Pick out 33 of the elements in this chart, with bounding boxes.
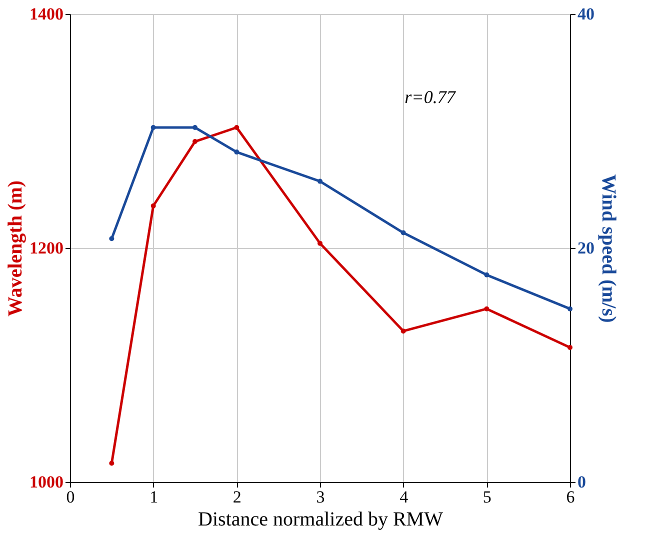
y2-tick-label: 20 bbox=[578, 238, 594, 258]
point bbox=[318, 240, 322, 246]
x-tick-label: 3 bbox=[316, 488, 325, 506]
y-tick-label: 1200 bbox=[30, 238, 64, 258]
y2-tick-label: 40 bbox=[578, 4, 594, 24]
x-tick-label: 4 bbox=[400, 488, 409, 506]
point bbox=[150, 124, 156, 130]
point bbox=[400, 328, 406, 334]
x-axis-title: Distance normalized by RMW bbox=[198, 508, 444, 530]
point bbox=[400, 230, 406, 236]
y-axis-title: Wavelength (m) bbox=[4, 180, 26, 317]
point bbox=[234, 124, 240, 130]
point bbox=[484, 306, 490, 312]
point bbox=[192, 139, 198, 144]
annotation: r=0.77 bbox=[404, 87, 456, 108]
x-tick-label: 5 bbox=[482, 488, 492, 506]
point bbox=[484, 272, 490, 278]
y-tick-label: 1000 bbox=[30, 472, 64, 492]
point bbox=[109, 460, 114, 466]
point bbox=[568, 344, 572, 350]
x-tick-label: 1 bbox=[150, 488, 158, 506]
point bbox=[318, 178, 322, 184]
x-tick-label: 0 bbox=[66, 488, 75, 506]
x-tick-label: 2 bbox=[232, 488, 242, 506]
y2-axis-title: Wind speed (m/s) bbox=[598, 174, 620, 323]
point bbox=[568, 306, 572, 312]
y-tick-label: 1400 bbox=[30, 4, 64, 24]
x-tick-label: 6 bbox=[566, 488, 575, 506]
y2-tick-label: 0 bbox=[578, 472, 586, 492]
point bbox=[109, 236, 114, 242]
point bbox=[150, 203, 156, 208]
point bbox=[192, 124, 198, 130]
point bbox=[234, 150, 240, 155]
